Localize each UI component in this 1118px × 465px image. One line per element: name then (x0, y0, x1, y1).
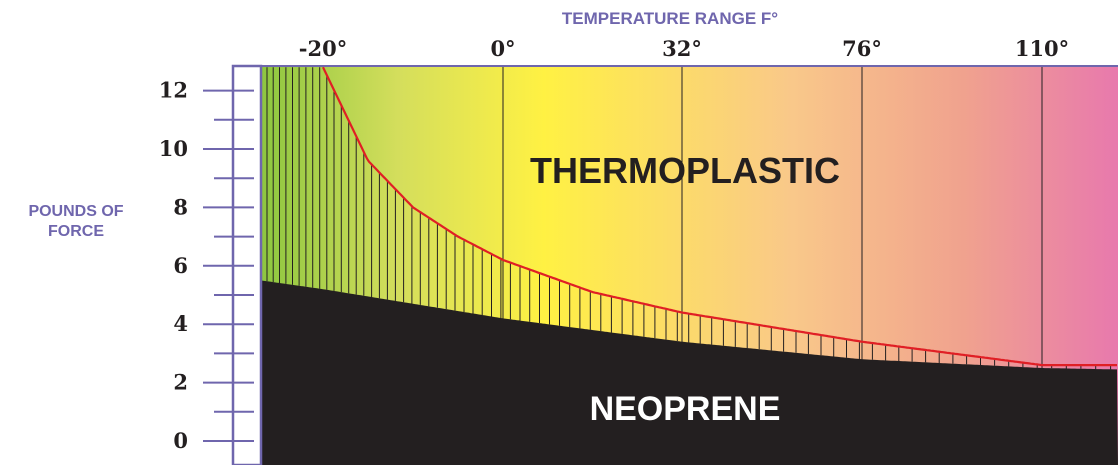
y-tick-label: 2 (173, 370, 188, 395)
plot-area (261, 65, 1118, 465)
y-axis-title-line2: FORCE (48, 223, 104, 240)
y-tick-label: 4 (173, 311, 188, 336)
y-tick-label: 8 (173, 194, 188, 219)
y-tick-label: 12 (159, 78, 188, 103)
neoprene-area (261, 280, 1118, 465)
neoprene-label: NEOPRENE (590, 390, 781, 428)
x-tick-label: 0° (490, 36, 515, 61)
axis-layer: 0 2 4 6 8 10 12 -20° 0° 32° 76° 110° (159, 36, 1069, 465)
y-tick-label: 6 (173, 253, 188, 278)
top-axis-title: TEMPERATURE RANGE F° (562, 9, 778, 28)
x-tick-label: 32° (662, 36, 702, 61)
y-tick-label: 10 (159, 136, 188, 161)
x-tick-label: 76° (842, 36, 882, 61)
thermoplastic-label: THERMOPLASTIC (530, 150, 840, 191)
x-tick-label: -20° (299, 36, 347, 61)
y-tick-label: 0 (173, 428, 188, 453)
y-axis-title-line1: POUNDS OF (28, 203, 123, 220)
thermoplastic-curve (322, 66, 1117, 367)
x-tick-label: 110° (1015, 36, 1069, 61)
